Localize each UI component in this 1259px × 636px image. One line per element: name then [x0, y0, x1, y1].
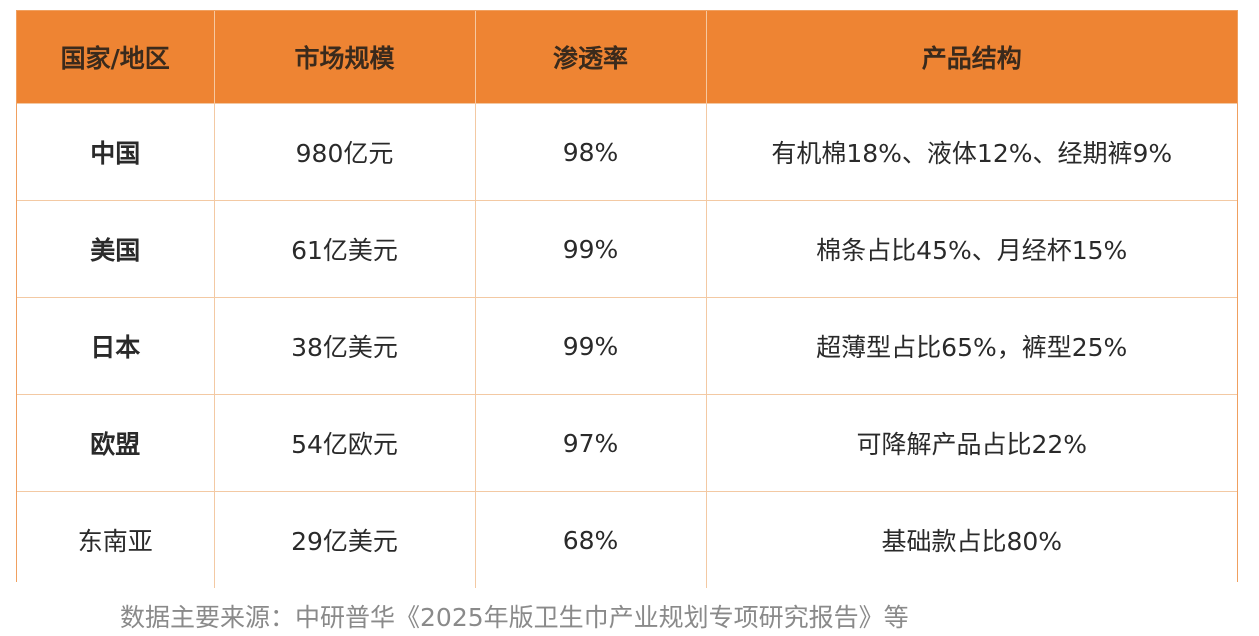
- cell-country: 美国: [17, 201, 214, 298]
- header-penetration: 渗透率: [475, 11, 706, 104]
- cell-penetration: 68%: [475, 492, 706, 589]
- header-product-structure: 产品结构: [706, 11, 1237, 104]
- header-country: 国家/地区: [17, 11, 214, 104]
- cell-country: 东南亚: [17, 492, 214, 589]
- table-row: 中国 980亿元 98% 有机棉18%、液体12%、经期裤9%: [17, 104, 1237, 201]
- cell-penetration: 99%: [475, 201, 706, 298]
- cell-country: 日本: [17, 298, 214, 395]
- cell-market-size: 61亿美元: [214, 201, 475, 298]
- cell-product-structure: 基础款占比80%: [706, 492, 1237, 589]
- table-header-row: 国家/地区 市场规模 渗透率 产品结构: [17, 11, 1237, 104]
- cell-market-size: 29亿美元: [214, 492, 475, 589]
- market-table: 国家/地区 市场规模 渗透率 产品结构 中国 980亿元 98% 有机棉18%、…: [17, 11, 1237, 588]
- cell-penetration: 97%: [475, 395, 706, 492]
- cell-market-size: 38亿美元: [214, 298, 475, 395]
- market-table-container: 国家/地区 市场规模 渗透率 产品结构 中国 980亿元 98% 有机棉18%、…: [16, 10, 1238, 582]
- header-market-size: 市场规模: [214, 11, 475, 104]
- cell-product-structure: 棉条占比45%、月经杯15%: [706, 201, 1237, 298]
- cell-product-structure: 有机棉18%、液体12%、经期裤9%: [706, 104, 1237, 201]
- cell-country: 中国: [17, 104, 214, 201]
- table-row: 东南亚 29亿美元 68% 基础款占比80%: [17, 492, 1237, 589]
- cell-country: 欧盟: [17, 395, 214, 492]
- cell-product-structure: 超薄型占比65%，裤型25%: [706, 298, 1237, 395]
- table-row: 美国 61亿美元 99% 棉条占比45%、月经杯15%: [17, 201, 1237, 298]
- cell-market-size: 980亿元: [214, 104, 475, 201]
- cell-penetration: 98%: [475, 104, 706, 201]
- table-row: 日本 38亿美元 99% 超薄型占比65%，裤型25%: [17, 298, 1237, 395]
- cell-penetration: 99%: [475, 298, 706, 395]
- cell-market-size: 54亿欧元: [214, 395, 475, 492]
- table-row: 欧盟 54亿欧元 97% 可降解产品占比22%: [17, 395, 1237, 492]
- source-note: 数据主要来源：中研普华《2025年版卫生巾产业规划专项研究报告》等: [120, 598, 909, 634]
- cell-product-structure: 可降解产品占比22%: [706, 395, 1237, 492]
